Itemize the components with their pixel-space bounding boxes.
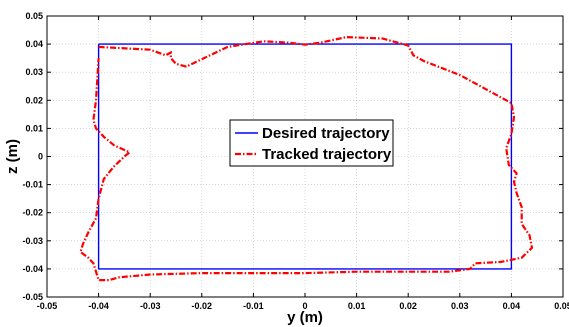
x-tick-label: 0 xyxy=(302,301,307,311)
x-axis-title: y (m) xyxy=(287,309,323,326)
y-tick-label: -0.04 xyxy=(22,264,43,274)
x-tick-label: 0.01 xyxy=(348,301,366,311)
y-tick-label: -0.02 xyxy=(22,208,43,218)
x-tick-label: -0.04 xyxy=(88,301,109,311)
x-tick-label: -0.03 xyxy=(140,301,161,311)
legend: Desired trajectory Tracked trajectory xyxy=(229,119,394,167)
x-tick-label: -0.01 xyxy=(243,301,264,311)
y-tick-label: -0.05 xyxy=(22,292,43,302)
y-tick-label: -0.03 xyxy=(22,236,43,246)
x-tick-label: 0.05 xyxy=(554,301,569,311)
desired-trajectory-line xyxy=(97,43,513,270)
y-tick-label: 0.03 xyxy=(25,67,43,77)
tick-layer: -0.05 -0.04 -0.03 -0.02 -0.01 0 0.01 0.02 0.03 0.… xyxy=(22,11,569,311)
y-tick-label: 0.05 xyxy=(25,11,43,21)
legend-box xyxy=(229,119,394,167)
tracked-trajectory-line xyxy=(79,35,534,282)
x-tick-label: -0.05 xyxy=(37,301,58,311)
y-axis-title: z (m) xyxy=(4,139,21,174)
y-tick-label: 0.04 xyxy=(25,39,43,49)
y-tick-label: -0.01 xyxy=(22,180,43,190)
x-tick-label: 0.02 xyxy=(399,301,417,311)
y-tick-label: 0.02 xyxy=(25,95,43,105)
x-tick-label: -0.02 xyxy=(192,301,213,311)
legend-label-tracked: Tracked trajectory xyxy=(262,146,392,163)
x-tick-label: 0.04 xyxy=(503,301,521,311)
x-tick-label: 0.03 xyxy=(451,301,469,311)
series-layer xyxy=(79,35,534,282)
legend-label-desired: Desired trajectory xyxy=(262,125,390,142)
y-tick-label: 0 xyxy=(38,152,43,162)
y-tick-label: 0.01 xyxy=(25,123,43,133)
